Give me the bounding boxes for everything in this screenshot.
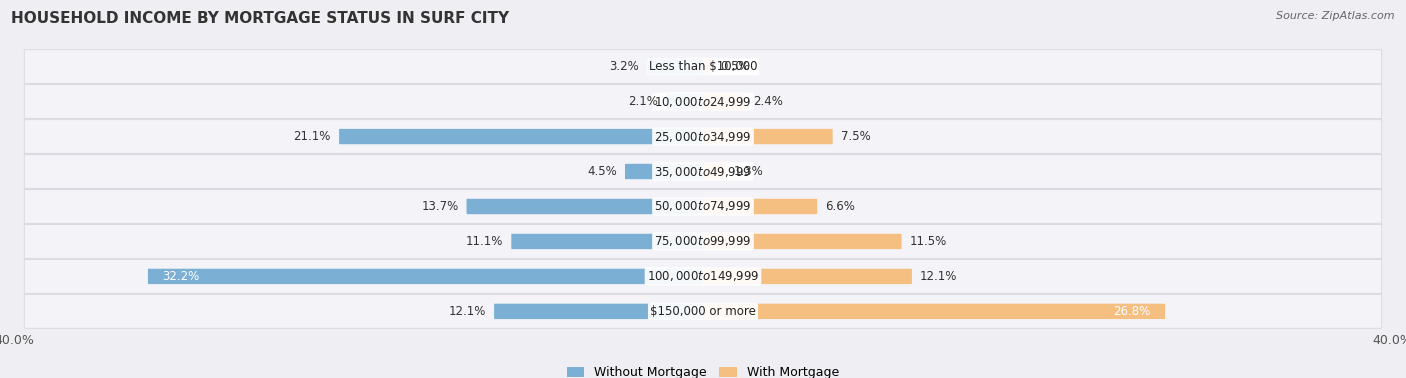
- FancyBboxPatch shape: [666, 94, 703, 109]
- Text: 3.2%: 3.2%: [610, 60, 640, 73]
- FancyBboxPatch shape: [24, 260, 1382, 293]
- Text: Source: ZipAtlas.com: Source: ZipAtlas.com: [1277, 11, 1395, 21]
- Text: 2.1%: 2.1%: [628, 95, 658, 108]
- Text: 26.8%: 26.8%: [1114, 305, 1152, 318]
- Text: 2.4%: 2.4%: [754, 95, 783, 108]
- Legend: Without Mortgage, With Mortgage: Without Mortgage, With Mortgage: [562, 361, 844, 378]
- FancyBboxPatch shape: [24, 225, 1382, 258]
- FancyBboxPatch shape: [647, 59, 703, 74]
- Text: 11.1%: 11.1%: [465, 235, 503, 248]
- FancyBboxPatch shape: [339, 129, 703, 144]
- FancyBboxPatch shape: [703, 59, 711, 74]
- Text: $10,000 to $24,999: $10,000 to $24,999: [654, 94, 752, 108]
- Text: Less than $10,000: Less than $10,000: [648, 60, 758, 73]
- FancyBboxPatch shape: [467, 199, 703, 214]
- FancyBboxPatch shape: [24, 155, 1382, 188]
- Text: 7.5%: 7.5%: [841, 130, 870, 143]
- FancyBboxPatch shape: [703, 129, 832, 144]
- FancyBboxPatch shape: [512, 234, 703, 249]
- FancyBboxPatch shape: [703, 304, 1166, 319]
- FancyBboxPatch shape: [626, 164, 703, 179]
- FancyBboxPatch shape: [24, 50, 1382, 84]
- FancyBboxPatch shape: [703, 234, 901, 249]
- Text: 6.6%: 6.6%: [825, 200, 855, 213]
- FancyBboxPatch shape: [24, 120, 1382, 153]
- FancyBboxPatch shape: [703, 199, 817, 214]
- Text: $25,000 to $34,999: $25,000 to $34,999: [654, 130, 752, 144]
- Text: 4.5%: 4.5%: [588, 165, 617, 178]
- Text: $35,000 to $49,999: $35,000 to $49,999: [654, 164, 752, 178]
- Text: 13.7%: 13.7%: [422, 200, 458, 213]
- FancyBboxPatch shape: [494, 304, 703, 319]
- Text: $150,000 or more: $150,000 or more: [650, 305, 756, 318]
- FancyBboxPatch shape: [24, 190, 1382, 223]
- Text: 11.5%: 11.5%: [910, 235, 946, 248]
- Text: 21.1%: 21.1%: [294, 130, 330, 143]
- Text: 32.2%: 32.2%: [162, 270, 200, 283]
- Text: $75,000 to $99,999: $75,000 to $99,999: [654, 234, 752, 248]
- Text: HOUSEHOLD INCOME BY MORTGAGE STATUS IN SURF CITY: HOUSEHOLD INCOME BY MORTGAGE STATUS IN S…: [11, 11, 509, 26]
- Text: 0.5%: 0.5%: [720, 60, 749, 73]
- FancyBboxPatch shape: [703, 94, 745, 109]
- Text: $50,000 to $74,999: $50,000 to $74,999: [654, 200, 752, 214]
- Text: 12.1%: 12.1%: [920, 270, 957, 283]
- FancyBboxPatch shape: [703, 164, 725, 179]
- Text: 1.3%: 1.3%: [734, 165, 763, 178]
- Text: $100,000 to $149,999: $100,000 to $149,999: [647, 270, 759, 284]
- FancyBboxPatch shape: [148, 269, 703, 284]
- FancyBboxPatch shape: [24, 294, 1382, 328]
- FancyBboxPatch shape: [24, 85, 1382, 118]
- FancyBboxPatch shape: [703, 269, 912, 284]
- Text: 12.1%: 12.1%: [449, 305, 486, 318]
